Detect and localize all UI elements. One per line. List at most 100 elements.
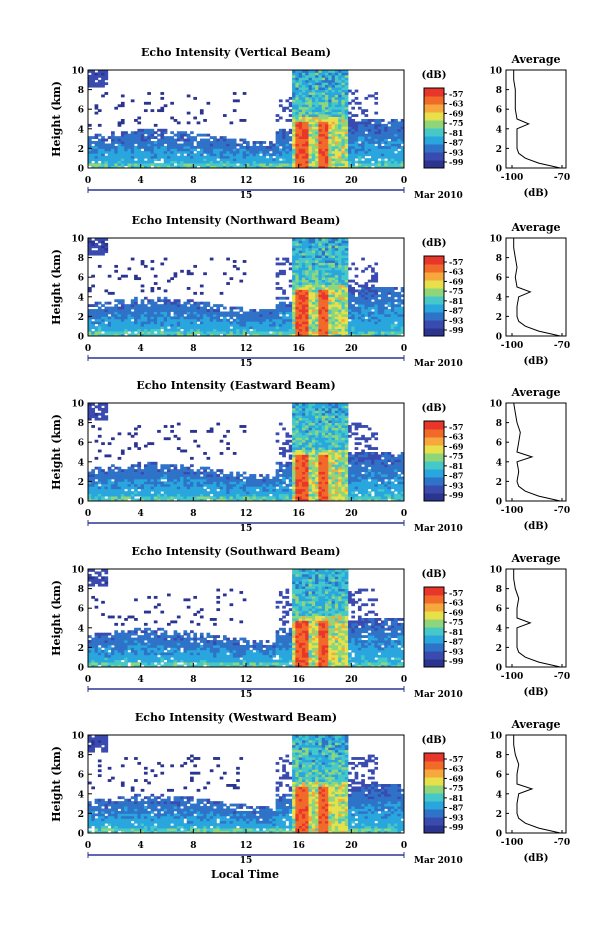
heatmap-cell [176, 133, 181, 137]
heatmap-cell [222, 153, 227, 157]
heatmap-cell [262, 311, 267, 315]
heatmap-cell [354, 282, 359, 285]
heatmap-cell [321, 252, 326, 256]
heatmap-cell [321, 153, 326, 157]
heatmap-cell [292, 454, 296, 458]
heatmap-cell [190, 474, 194, 477]
heatmap-cell [292, 264, 296, 268]
heatmap-cell [292, 326, 296, 330]
heatmap-cell [301, 294, 306, 298]
heatmap-cell [232, 143, 237, 147]
heatmap-cell [292, 131, 296, 135]
heatmap-cell [292, 452, 296, 455]
heatmap-cell [88, 493, 92, 497]
heatmap-cell [97, 474, 102, 477]
heatmap-cell [318, 143, 323, 147]
heatmap-cell [298, 138, 303, 142]
heatmap-cell [285, 491, 290, 495]
heatmap-cell [249, 321, 253, 325]
heatmap-cell [367, 165, 372, 169]
heatmap-cell [298, 432, 303, 436]
heatmap-cell [292, 279, 296, 283]
heatmap-cell [137, 328, 142, 332]
heatmap-cell [269, 333, 273, 337]
heatmap-cell [344, 301, 349, 305]
heatmap-cell [292, 471, 296, 475]
heatmap-cell [114, 145, 119, 149]
heatmap-cell [384, 299, 388, 303]
heatmap-cell [163, 296, 168, 300]
heatmap-cell [275, 333, 280, 337]
heatmap-cell [380, 158, 385, 162]
heatmap-cell [348, 133, 352, 137]
heatmap-cell [143, 466, 148, 470]
heatmap-cell [137, 155, 142, 159]
heatmap-cell [130, 481, 135, 485]
heatmap-cell [377, 326, 382, 330]
heatmap-cell [269, 311, 273, 315]
heatmap-cell [338, 153, 342, 157]
heatmap-cell [301, 264, 306, 268]
heatmap-cell [153, 474, 158, 477]
heatmap-cell [206, 328, 211, 332]
heatmap-cell [130, 496, 135, 499]
heatmap-cell [134, 478, 138, 482]
heatmap-cell [229, 121, 234, 125]
heatmap-cell [101, 74, 105, 78]
heatmap-cell [239, 493, 244, 497]
heatmap-cell [361, 126, 365, 130]
heatmap-cell [275, 478, 280, 482]
heatmap-cell [321, 136, 326, 139]
heatmap-cell [143, 311, 148, 315]
heatmap-cell [104, 82, 109, 86]
heatmap-cell [236, 153, 240, 157]
heatmap-cell [265, 145, 270, 149]
heatmap-cell [282, 150, 286, 154]
heatmap-cell [361, 321, 365, 325]
heatmap-cell [338, 242, 342, 246]
heatmap-cell [150, 287, 155, 290]
heatmap-cell [213, 160, 217, 164]
heatmap-cell [351, 309, 356, 312]
heatmap-cell [288, 109, 293, 113]
heatmap-cell [249, 333, 253, 337]
heatmap-cell [186, 486, 191, 490]
heatmap-cell [298, 439, 303, 443]
heatmap-cell [331, 326, 336, 330]
heatmap-cell [390, 289, 395, 293]
heatmap-cell [341, 128, 346, 132]
heatmap-cell [222, 474, 227, 477]
heatmap-cell [213, 163, 217, 166]
heatmap-cell [101, 245, 105, 249]
heatmap-cell [130, 493, 135, 497]
heatmap-cell [344, 296, 349, 300]
heatmap-cell [344, 264, 349, 268]
heatmap-cell [371, 313, 375, 317]
heatmap-cell [285, 145, 290, 149]
heatmap-cell [213, 304, 217, 307]
heatmap-cell [331, 145, 336, 149]
heatmap-cell [301, 126, 306, 130]
heatmap-cell [298, 257, 303, 261]
heatmap-cell [384, 323, 388, 327]
heatmap-cell [295, 491, 300, 495]
heatmap-cell [334, 309, 339, 312]
heatmap-cell [180, 326, 184, 330]
heatmap-cell [219, 143, 224, 147]
heatmap-cell [120, 474, 125, 477]
heatmap-cell [292, 442, 296, 446]
heatmap-cell [374, 119, 379, 122]
colorbar-swatch [424, 160, 444, 169]
heatmap-cell [344, 106, 349, 110]
heatmap-cell [400, 289, 405, 293]
heatmap-cell [91, 471, 95, 475]
heatmap-cell [361, 143, 365, 147]
heatmap-cell [219, 311, 224, 315]
heatmap-cell [311, 321, 316, 325]
heatmap-cell [288, 328, 293, 332]
heatmap-cell [180, 471, 184, 475]
heatmap-cell [190, 481, 194, 485]
heatmap-cell [348, 153, 352, 157]
heatmap-cell [278, 116, 283, 120]
heatmap-cell [216, 326, 221, 330]
